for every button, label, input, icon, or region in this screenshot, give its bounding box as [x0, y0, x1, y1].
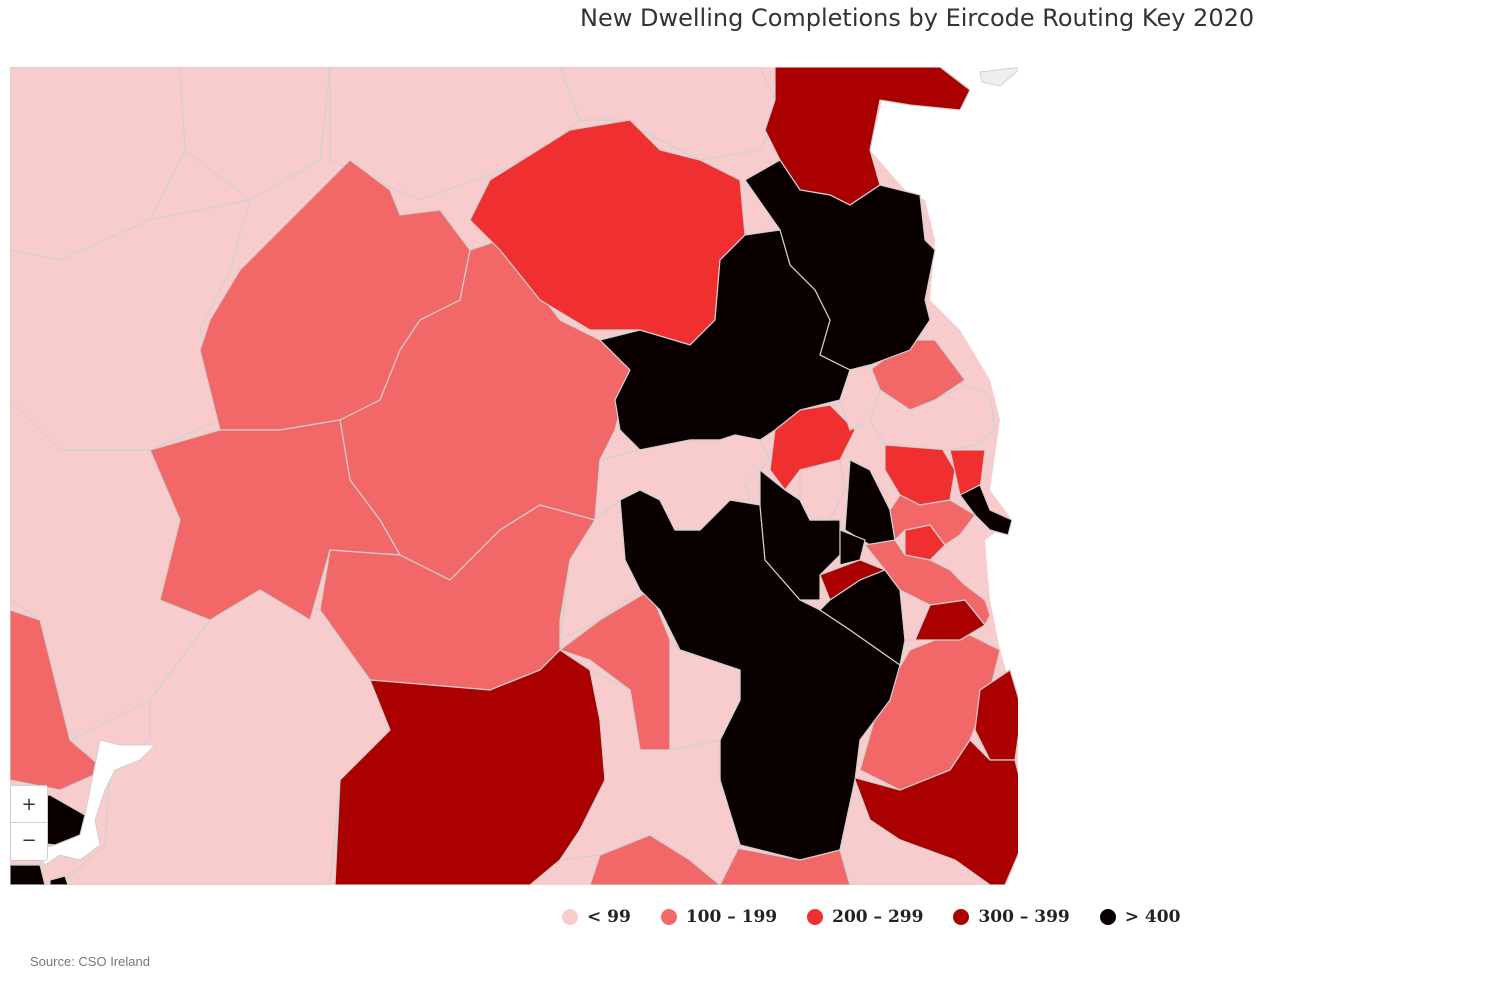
region-city-core-2[interactable]: [889, 494, 976, 546]
region-n-2[interactable]: [559, 67, 781, 161]
legend-label: > 400: [1124, 907, 1181, 927]
region-pink-inner-8[interactable]: [558, 668, 741, 885]
region-black-4[interactable]: [759, 468, 841, 601]
region-pink-inner-9[interactable]: [839, 777, 992, 885]
legend: < 99 100 – 199 200 – 299 300 – 399 > 400: [562, 907, 1180, 927]
legend-item[interactable]: > 400: [1099, 907, 1181, 927]
region-nw-2[interactable]: [179, 67, 331, 201]
zoom-control: + −: [10, 785, 48, 861]
map-canvas[interactable]: [10, 67, 1018, 885]
region-city-core-1[interactable]: [863, 539, 991, 627]
zoom-in-button[interactable]: +: [11, 786, 47, 822]
legend-label: 100 – 199: [685, 907, 778, 927]
region-pink-inner-6[interactable]: [559, 498, 641, 642]
region-pink-inner-3[interactable]: [799, 459, 846, 521]
legend-item[interactable]: 200 – 299: [807, 907, 923, 927]
legend-label: < 99: [587, 907, 631, 927]
region-pink-inner-2[interactable]: [869, 384, 996, 451]
region-black-6[interactable]: [839, 529, 866, 566]
region-pink-inner-5[interactable]: [594, 434, 771, 531]
legend-swatch-icon: [953, 909, 970, 925]
legend-item[interactable]: < 99: [562, 907, 631, 927]
legend-item[interactable]: 300 – 399: [953, 907, 1070, 927]
region-black-10[interactable]: [10, 864, 46, 885]
legend-swatch-icon: [807, 909, 824, 925]
zoom-out-button[interactable]: −: [11, 822, 47, 858]
sea-area: [760, 67, 1018, 885]
legend-label: 200 – 299: [832, 907, 924, 927]
region-black-8[interactable]: [959, 484, 1013, 536]
source-credit: Source: CSO Ireland: [30, 954, 150, 969]
region-black-11[interactable]: [49, 875, 69, 885]
choropleth-map[interactable]: [10, 67, 1018, 885]
legend-swatch-icon: [1099, 909, 1116, 925]
map-title: New Dwelling Completions by Eircode Rout…: [580, 4, 1255, 32]
region-howth-tip[interactable]: [979, 67, 1018, 87]
legend-swatch-icon: [562, 909, 578, 925]
water-inlet: [34, 739, 157, 866]
legend-label: 300 – 399: [978, 907, 1070, 927]
legend-swatch-icon: [660, 909, 677, 925]
legend-item[interactable]: 100 – 199: [660, 907, 778, 927]
